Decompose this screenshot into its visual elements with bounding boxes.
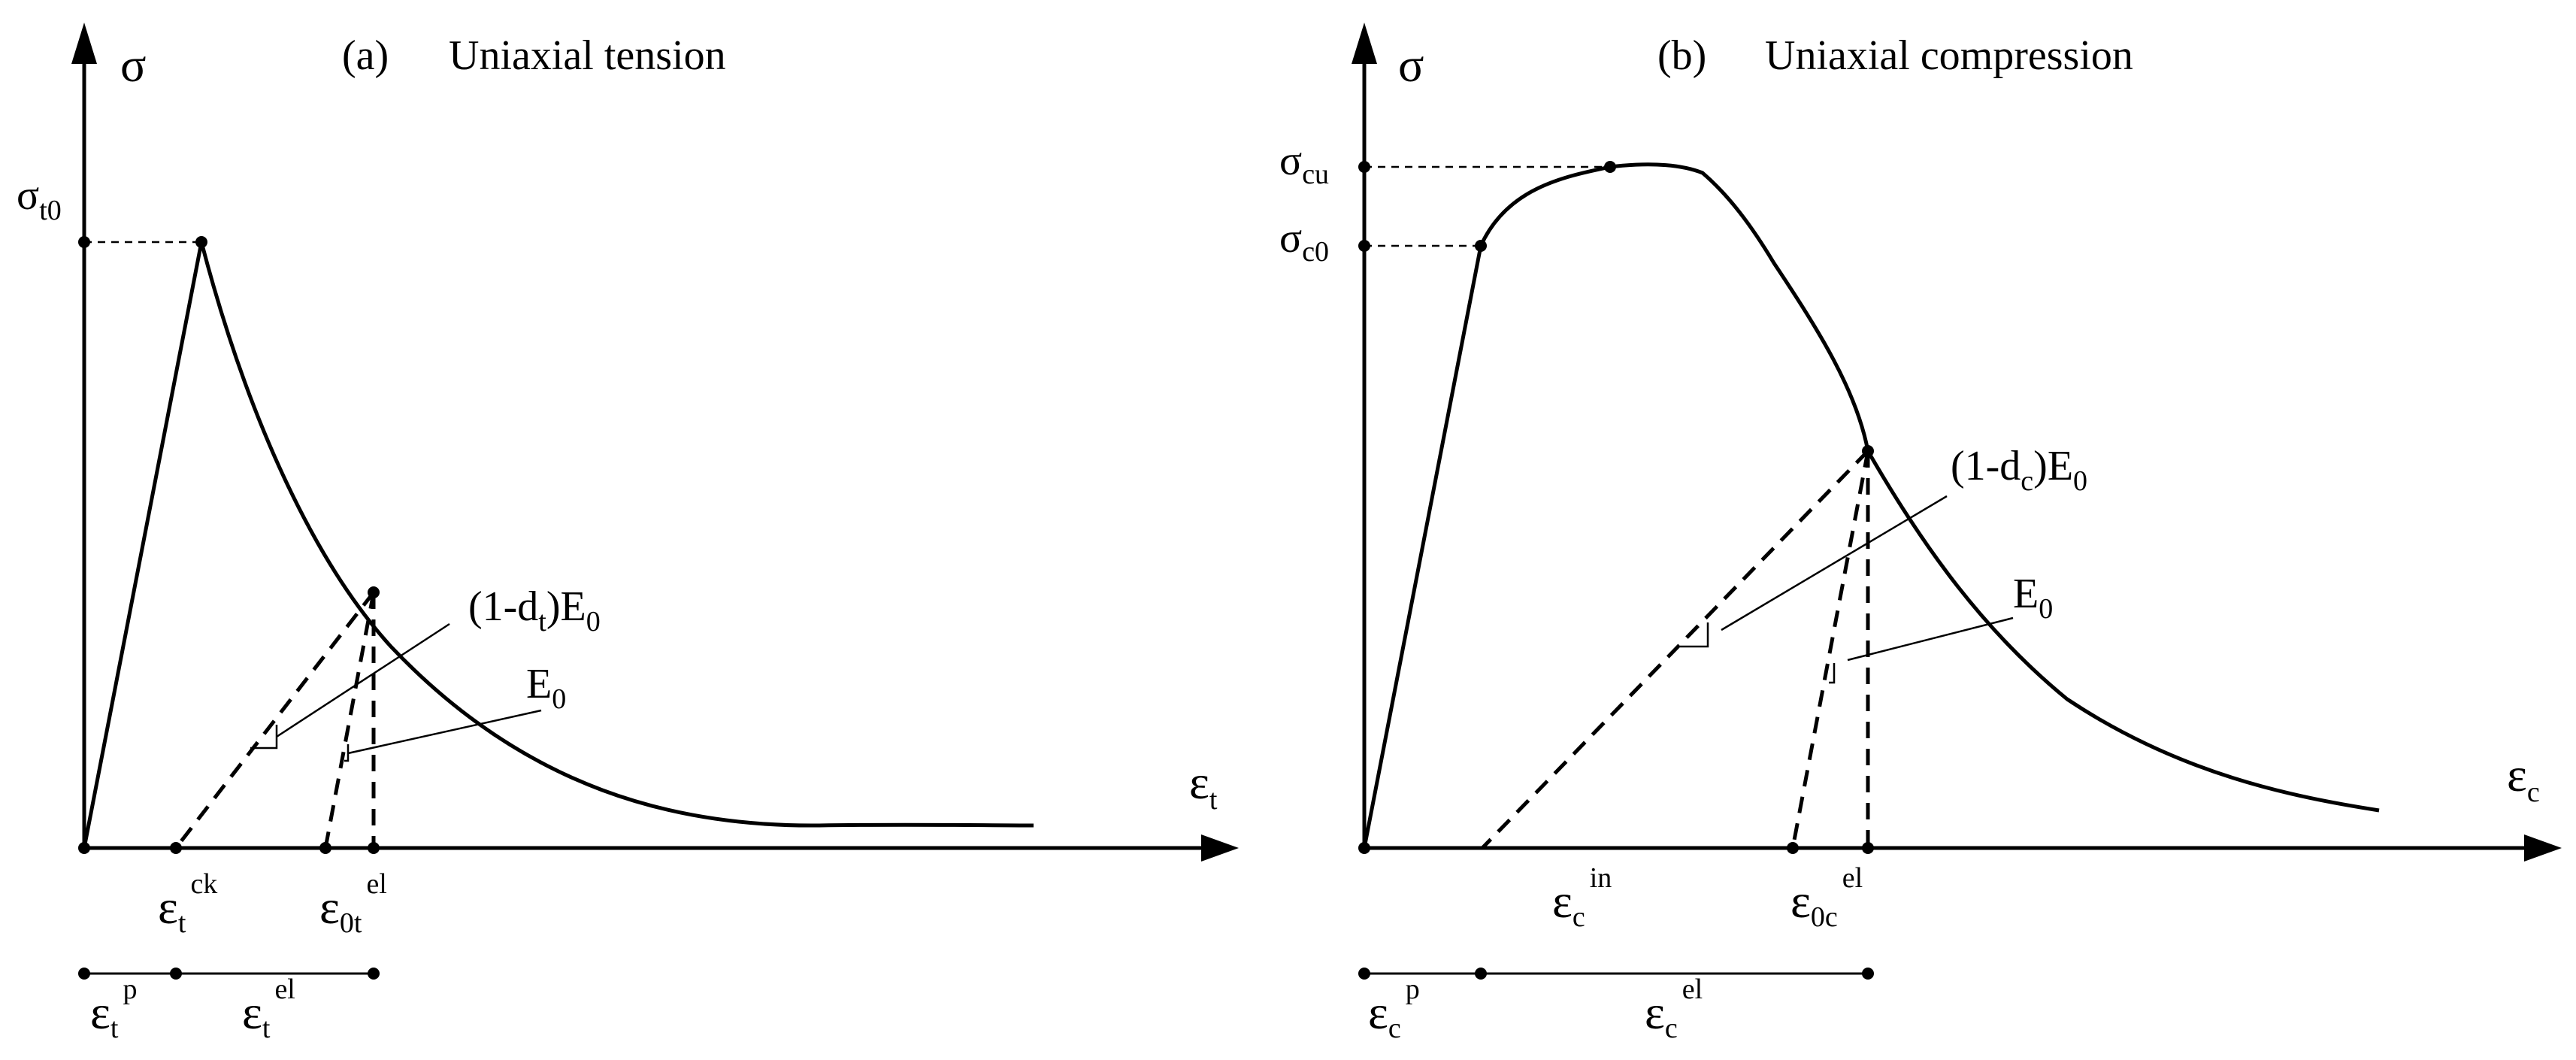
compression-el-point: [1862, 842, 1874, 854]
tension-leader-damaged: [276, 622, 450, 738]
compression-plastic-strain-label: εcp: [1368, 974, 1420, 1044]
tension-slope-triangle-elastic: [344, 744, 350, 762]
compression-c0-axis-point: [1358, 240, 1370, 252]
tension-plastic-strain-label: εtp: [90, 974, 137, 1044]
tension-x-label: εt: [1189, 756, 1218, 816]
compression-x-arrowhead: [2524, 834, 2562, 862]
compression-slope-triangle-elastic: [1829, 663, 1836, 684]
tension-seg-start: [78, 968, 90, 980]
tension-curve: [82, 241, 1034, 849]
tension-slope-triangle-damaged: [250, 725, 278, 750]
tension-0t-point: [319, 842, 331, 854]
compression-leader-elastic: [1847, 616, 2014, 662]
compression-damaged-modulus-label: (1-dc)E0: [1951, 443, 2087, 497]
tension-title: Uniaxial tension: [449, 32, 726, 79]
tension-ck-tick-label: εtck: [158, 868, 217, 939]
tension-y-label: σ: [120, 38, 147, 92]
tension-peak-label: σt0: [17, 172, 62, 226]
compression-y-arrowhead: [1352, 23, 1377, 64]
compression-curve: [1362, 162, 2380, 849]
compression-in-tick-label: εcin: [1552, 862, 1612, 933]
compression-seg-mid: [1475, 968, 1487, 980]
compression-cu-axis-point: [1358, 161, 1370, 173]
compression-c0-label: σc0: [1279, 215, 1329, 268]
compression-elastic-strain-label: εcel: [1645, 974, 1703, 1044]
compression-leader-damaged: [1721, 495, 1948, 631]
tension-ck-point: [170, 842, 182, 854]
compression-y-label: σ: [1398, 38, 1424, 92]
tension-elastic-unload-line: [323, 592, 376, 849]
tension-seg-mid: [170, 968, 182, 980]
compression-origin-point: [1358, 842, 1370, 854]
compression-seg-start: [1358, 968, 1370, 980]
compression-title: Uniaxial compression: [1765, 32, 2133, 79]
compression-unload-point: [1862, 445, 1874, 457]
tension-damaged-modulus-label: (1-dt)E0: [468, 583, 601, 638]
compression-elastic-unload-line: [1790, 450, 1870, 849]
tension-origin-point: [78, 842, 90, 854]
tension-y-arrowhead: [71, 23, 97, 64]
tension-el-point: [368, 842, 380, 854]
tension-x-arrowhead: [1201, 834, 1239, 862]
tension-0t-tick-label: ε0tel: [319, 868, 387, 939]
tension-title-tag: (a): [342, 32, 389, 79]
tension-peak-axis-point: [78, 236, 90, 248]
compression-peak-point: [1604, 161, 1616, 173]
tension-peak-point: [195, 236, 207, 248]
tension-seg-end: [368, 968, 380, 980]
compression-seg-end: [1862, 968, 1874, 980]
compression-0c-point: [1787, 842, 1799, 854]
tension-leader-elastic: [347, 709, 542, 755]
panel-tension: σ (a) Uniaxial tension σt0 εt (1-dt)E0 E…: [17, 23, 1239, 1044]
compression-slope-triangle-damaged: [1680, 622, 1709, 648]
tension-elastic-modulus-label: E0: [526, 661, 566, 715]
panel-compression: σ (b) Uniaxial compression σcu σc0 εc (1…: [1279, 23, 2562, 1044]
compression-elastic-modulus-label: E0: [2013, 571, 2053, 625]
compression-yield-point: [1475, 240, 1487, 252]
compression-cu-label: σcu: [1279, 138, 1329, 190]
compression-0c-tick-label: ε0cel: [1790, 862, 1863, 933]
tension-unload-point: [368, 586, 380, 598]
tension-damaged-unload-line: [174, 591, 375, 850]
tension-elastic-strain-label: εtel: [242, 974, 295, 1044]
compression-title-tag: (b): [1657, 32, 1706, 79]
compression-x-label: εc: [2507, 748, 2540, 808]
compression-damaged-unload-line: [1481, 450, 1869, 850]
